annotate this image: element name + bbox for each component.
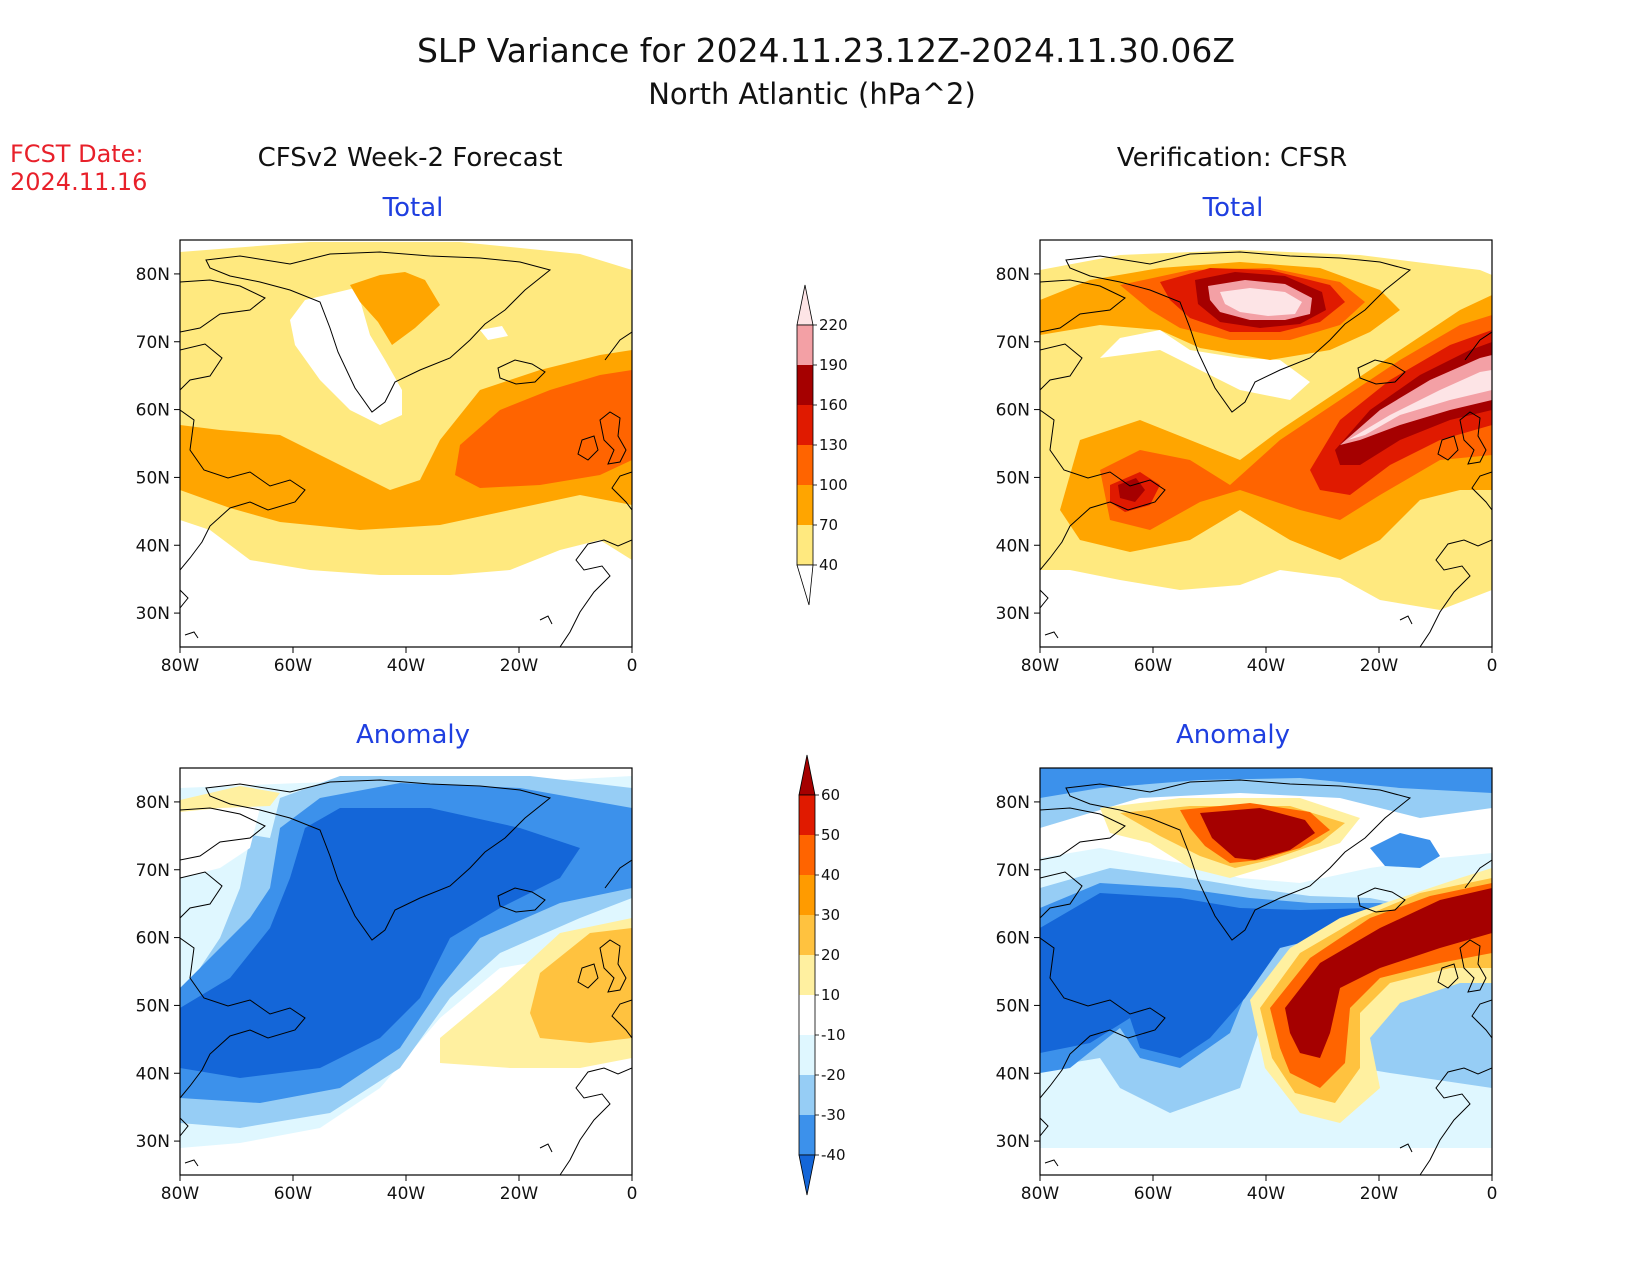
- colorbar-segment: [799, 995, 815, 1035]
- colorbar-label: -20: [821, 1066, 846, 1084]
- lat-label: 60N: [136, 929, 170, 949]
- lat-label: 60N: [996, 929, 1030, 949]
- panel-title-verification-total: Total: [1202, 193, 1264, 223]
- lat-label: 70N: [136, 861, 170, 881]
- colorbar-label: 190: [819, 356, 848, 374]
- lon-label: 40W: [387, 656, 426, 676]
- colorbar-label: 70: [819, 516, 838, 534]
- lon-label: 60W: [1134, 656, 1173, 676]
- lat-label: 80N: [136, 793, 170, 813]
- colorbar-label: 160: [819, 396, 848, 414]
- lon-label: 80W: [1021, 656, 1060, 676]
- fcst-date-value: 2024.11.16: [10, 168, 147, 196]
- lon-label: 40W: [387, 1184, 426, 1204]
- lat-label: 70N: [136, 333, 170, 353]
- main-subtitle: North Atlantic (hPa^2): [648, 77, 976, 111]
- lat-label: 30N: [136, 1132, 170, 1152]
- lat-label: 50N: [996, 468, 1030, 488]
- lon-label: 20W: [500, 1184, 539, 1204]
- panel-title-forecast-total: Total: [382, 193, 444, 223]
- colorbar-segment: [799, 1035, 815, 1075]
- colorbar-segment: [797, 525, 813, 565]
- fcst-date-label: FCST Date:: [10, 140, 144, 168]
- lat-label: 50N: [996, 996, 1030, 1016]
- lat-label: 60N: [996, 401, 1030, 421]
- lat-label: 80N: [996, 265, 1030, 285]
- colorbar-segment: [799, 835, 815, 875]
- colorbar-segment: [799, 1075, 815, 1115]
- colorbar-total: 40 70 100 130 160 190 220: [796, 284, 848, 606]
- colorbar-label: 30: [821, 906, 840, 924]
- lon-label: 40W: [1247, 1184, 1286, 1204]
- panel-title-verification-anomaly: Anomaly: [1176, 720, 1290, 750]
- lat-label: 30N: [136, 604, 170, 624]
- lon-label: 40W: [1247, 656, 1286, 676]
- lon-label: 0: [627, 1184, 638, 1204]
- colorbar-segment: [799, 955, 815, 995]
- colorbar-segment: [799, 795, 815, 835]
- colorbar-label: -10: [821, 1026, 846, 1044]
- lon-label: 0: [627, 656, 638, 676]
- map-forecast-anomaly: [179, 767, 633, 1176]
- panel-title-forecast-anomaly: Anomaly: [356, 720, 470, 750]
- lat-label: 40N: [996, 1064, 1030, 1084]
- lat-label: 40N: [136, 536, 170, 556]
- colorbar-segment: [797, 325, 813, 365]
- colorbar-label: 40: [821, 866, 840, 884]
- colorbar-segment: [797, 405, 813, 445]
- lon-label: 20W: [1360, 656, 1399, 676]
- lat-label: 50N: [136, 468, 170, 488]
- lon-label: 80W: [161, 656, 200, 676]
- colorbar-label: 220: [819, 316, 848, 334]
- colorbar-segment: [799, 875, 815, 915]
- colorbar-segment: [797, 485, 813, 525]
- lat-label: 30N: [996, 604, 1030, 624]
- lat-label: 80N: [136, 265, 170, 285]
- colorbar-segment: [797, 445, 813, 485]
- map-forecast-total: [179, 239, 633, 648]
- colorbar-label: 50: [821, 826, 840, 844]
- lon-label: 0: [1487, 1184, 1498, 1204]
- colorbar-label: 10: [821, 986, 840, 1004]
- verification-heading: Verification: CFSR: [1117, 143, 1347, 173]
- lat-label: 80N: [996, 793, 1030, 813]
- lat-label: 40N: [996, 536, 1030, 556]
- colorbar-top-arrow: [798, 754, 816, 796]
- colorbar-segment: [799, 1115, 815, 1155]
- lon-label: 80W: [1021, 1184, 1060, 1204]
- lon-label: 20W: [1360, 1184, 1399, 1204]
- map-verification-anomaly: [1039, 767, 1493, 1176]
- colorbar-label: 60: [821, 786, 840, 804]
- colorbar-top-arrow: [796, 284, 814, 326]
- map-axes: 80N 70N 60N 50N 40N 30N 80W 60W 40W 20W 0 80N 70N 60N…: [136, 265, 1498, 1204]
- colorbar-label: -40: [821, 1146, 846, 1164]
- colorbar-label: 40: [819, 556, 838, 574]
- colorbar-label: 130: [819, 436, 848, 454]
- lat-label: 70N: [996, 333, 1030, 353]
- colorbar-bottom-arrow: [798, 1154, 816, 1196]
- lon-label: 80W: [161, 1184, 200, 1204]
- colorbar-label: 20: [821, 946, 840, 964]
- lon-label: 0: [1487, 656, 1498, 676]
- lat-label: 70N: [996, 861, 1030, 881]
- lat-label: 50N: [136, 996, 170, 1016]
- colorbar-bottom-arrow: [796, 564, 814, 606]
- lat-label: 40N: [136, 1064, 170, 1084]
- lon-label: 60W: [274, 1184, 313, 1204]
- main-title: SLP Variance for 2024.11.23.12Z-2024.11.…: [417, 31, 1235, 70]
- lon-label: 60W: [1134, 1184, 1173, 1204]
- forecast-heading: CFSv2 Week-2 Forecast: [258, 143, 563, 173]
- colorbar-segment: [799, 915, 815, 955]
- colorbar-label: -30: [821, 1106, 846, 1124]
- lon-label: 20W: [500, 656, 539, 676]
- colorbar-anomaly: -40 -30 -20 -10 10 20 30 40 50 60: [798, 754, 846, 1196]
- lon-label: 60W: [274, 656, 313, 676]
- colorbar-segment: [797, 365, 813, 405]
- lat-label: 30N: [996, 1132, 1030, 1152]
- lat-label: 60N: [136, 401, 170, 421]
- map-verification-total: [1039, 239, 1493, 648]
- colorbar-label: 100: [819, 476, 848, 494]
